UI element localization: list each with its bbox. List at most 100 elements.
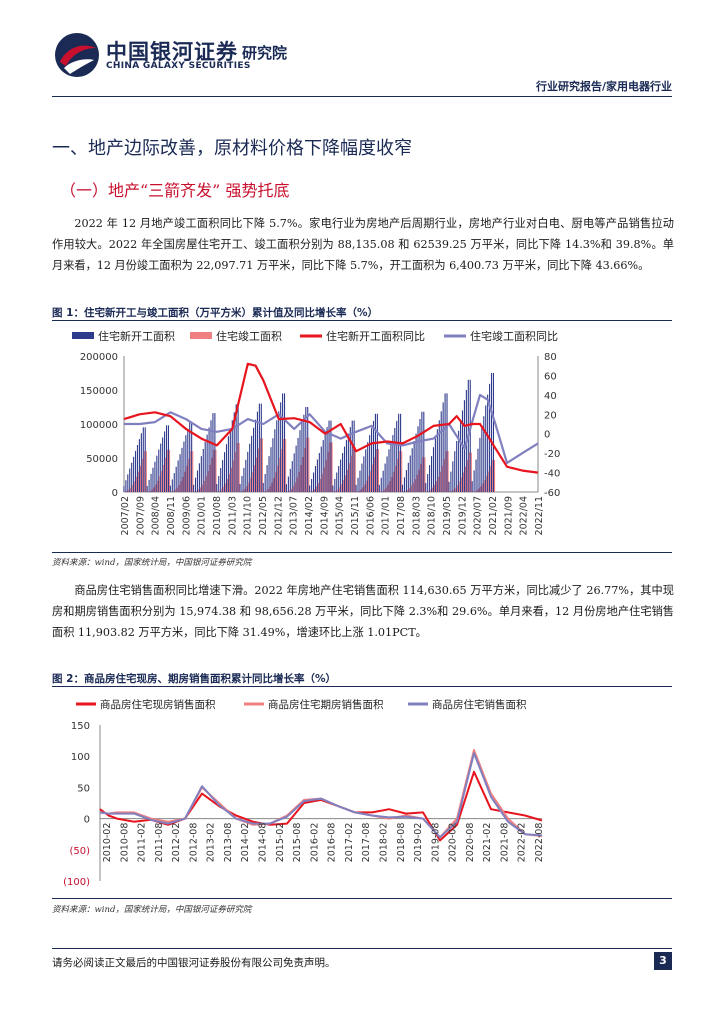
- bar-start-area: [127, 474, 129, 492]
- bar-complete-area: [416, 474, 418, 492]
- x-tick-label: 2014-08: [258, 823, 269, 863]
- bar-complete-area: [461, 477, 463, 492]
- bar-complete-area: [244, 488, 246, 492]
- bar-start-area: [194, 477, 197, 492]
- bar-start-area: [361, 463, 363, 492]
- x-tick-label: 2016-08: [327, 823, 338, 863]
- x-tick-label: 2012/12: [273, 496, 284, 535]
- bar-complete-area: [267, 488, 269, 492]
- figure-1-title: 图 1：住宅新开工与竣工面积（万平方米）累计值及同比增长率（%）: [52, 307, 378, 319]
- bar-start-area: [357, 477, 359, 492]
- galaxy-logo-icon: [55, 33, 99, 77]
- bar-start-area: [374, 413, 376, 492]
- bar-start-area: [162, 437, 164, 492]
- x-tick-label: 2013-02: [206, 823, 217, 863]
- bar-start-area: [328, 420, 330, 492]
- bar-start-area: [171, 479, 173, 492]
- page-number: 3: [654, 952, 672, 970]
- bar-start-area: [442, 402, 444, 492]
- institute-label: 研究院: [242, 44, 288, 62]
- bar-complete-area: [304, 447, 306, 492]
- bar-complete-area: [401, 451, 403, 492]
- bar-start-area: [225, 444, 228, 492]
- bar-start-area: [398, 413, 400, 492]
- chart-2: 商品房住宅现房销售面积 商品房住宅期房销售面积 商品房住宅销售面积 (100) (50)…: [63, 698, 545, 888]
- bar-start-area: [198, 463, 200, 492]
- legend-label: 商品房住宅期房销售面积: [268, 698, 384, 711]
- bar-complete-area: [459, 481, 461, 492]
- bar-complete-area: [360, 489, 362, 492]
- bar-complete-area: [221, 489, 223, 492]
- bar-complete-area: [198, 489, 200, 492]
- bar-complete-area: [408, 488, 410, 492]
- bar-start-area: [245, 459, 247, 492]
- x-tick-label: 2016-02: [309, 823, 320, 863]
- bar-start-area: [400, 413, 402, 492]
- x-tick-label: 2007/09: [135, 496, 146, 535]
- figure-1-rule: [52, 320, 672, 321]
- bar-complete-area: [370, 470, 372, 492]
- bar-start-area: [460, 420, 462, 492]
- bar-start-area: [223, 452, 226, 492]
- bar-start-area: [299, 430, 301, 492]
- figure-2-title: 图 2：商品房住宅现房、期房销售面积累计同比增长率（%）: [52, 673, 336, 685]
- bar-complete-area: [352, 447, 354, 492]
- bar-start-area: [429, 465, 431, 492]
- bar-start-area: [311, 479, 313, 492]
- bar-start-area: [483, 416, 485, 492]
- bar-start-area: [293, 453, 295, 492]
- bar-complete-area: [362, 487, 364, 492]
- bar-start-area: [380, 477, 382, 492]
- bar-start-area: [148, 479, 150, 492]
- bar-start-area: [282, 393, 284, 492]
- bar-start-area: [253, 427, 255, 492]
- bar-start-area: [382, 470, 384, 492]
- figure-1-source: 资料来源：wind，国家统计局，中国银河证券研究院: [52, 558, 252, 568]
- bar-complete-area: [391, 476, 393, 492]
- x-tick-label: 2017-08: [361, 823, 372, 863]
- bar-start-area: [202, 448, 204, 492]
- bar-start-area: [138, 439, 140, 492]
- bar-complete-area: [474, 491, 476, 492]
- bar-complete-area: [480, 486, 482, 492]
- bar-start-area: [125, 480, 127, 492]
- bar-start-area: [477, 448, 479, 492]
- x-tick-label: 2017/08: [396, 496, 407, 535]
- bar-start-area: [165, 425, 168, 492]
- bar-complete-area: [246, 486, 248, 492]
- bar-start-area: [283, 393, 286, 492]
- x-tick-label: 2013-08: [223, 823, 234, 863]
- bar-complete-area: [329, 442, 331, 492]
- paragraph-2: 商品房住宅销售面积同比增速下滑。2022 年房地产住宅销售面积 114,630.…: [52, 580, 674, 643]
- bar-start-area: [291, 461, 293, 492]
- bar-complete-area: [257, 448, 260, 492]
- bar-complete-area: [271, 482, 273, 492]
- bar-complete-area: [445, 451, 447, 492]
- bar-start-area: [214, 413, 216, 492]
- bar-complete-area: [252, 472, 254, 492]
- bar-complete-area: [364, 484, 366, 492]
- bar-start-area: [191, 422, 193, 492]
- bar-complete-area: [157, 480, 159, 492]
- y-right-tick-label: 20: [544, 410, 557, 421]
- bar-complete-area: [275, 472, 277, 492]
- header-divider: [52, 96, 672, 97]
- bar-complete-area: [199, 487, 202, 492]
- y-tick-label: (100): [63, 877, 90, 888]
- bar-complete-area: [424, 457, 426, 492]
- bar-complete-area: [186, 465, 188, 492]
- y-right-tick-label: -40: [544, 469, 560, 480]
- bar-complete-area: [430, 489, 432, 492]
- bar-start-area: [372, 420, 375, 492]
- bar-start-area: [469, 379, 471, 492]
- bar-complete-area: [335, 490, 337, 492]
- bar-start-area: [440, 411, 442, 492]
- bar-complete-area: [434, 484, 436, 492]
- bar-complete-area: [490, 466, 492, 492]
- bar-complete-area: [372, 464, 374, 492]
- bar-start-area: [448, 481, 450, 492]
- bar-start-area: [479, 437, 481, 492]
- bar-complete-area: [269, 486, 271, 492]
- bar-start-area: [144, 427, 146, 492]
- bar-complete-area: [337, 489, 339, 492]
